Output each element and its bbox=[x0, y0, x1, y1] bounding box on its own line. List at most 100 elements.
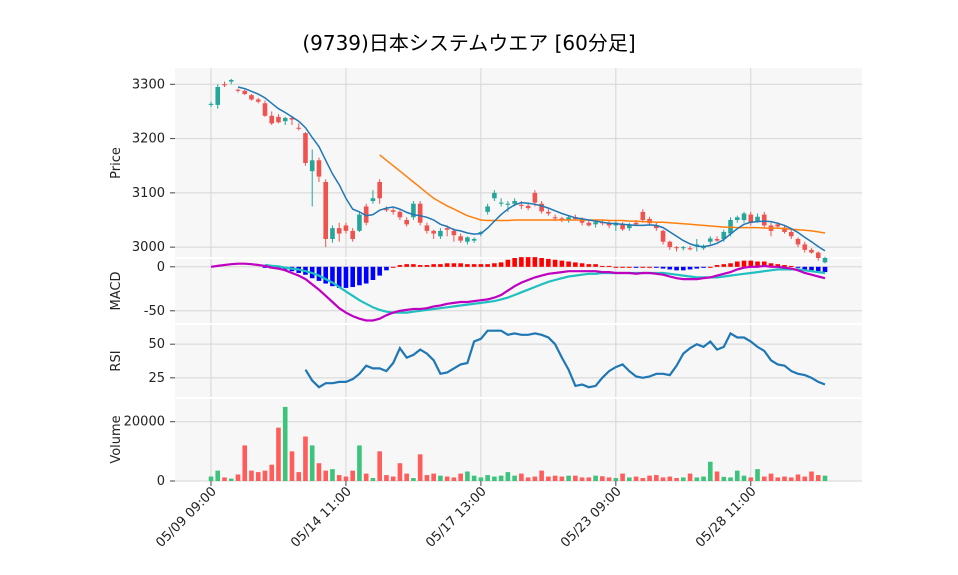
chart-title: (9739)日本システムウエア [60分足] bbox=[302, 31, 635, 55]
candle-body bbox=[802, 244, 808, 250]
macd-histogram-bar bbox=[775, 264, 781, 267]
x-tick-label: 05/23 09:00 bbox=[558, 484, 625, 551]
volume-bar bbox=[309, 445, 315, 481]
ma-long-line bbox=[379, 154, 826, 234]
candle-body bbox=[687, 248, 693, 250]
macd-histogram-bar bbox=[411, 264, 416, 267]
candle-body bbox=[755, 216, 760, 222]
macd-histogram-bar bbox=[343, 266, 349, 288]
volume-bar bbox=[701, 476, 706, 481]
candle-body bbox=[809, 249, 814, 253]
volume-bar bbox=[694, 477, 700, 481]
volume-bar bbox=[498, 475, 504, 481]
macd-histogram-bar bbox=[417, 265, 423, 267]
macd-histogram-bar bbox=[465, 264, 470, 267]
macd-histogram-bar bbox=[485, 264, 490, 267]
candle-body bbox=[411, 203, 416, 218]
macd-histogram-bar bbox=[707, 266, 713, 268]
volume-bar bbox=[465, 471, 470, 481]
macd-histogram-bar bbox=[404, 264, 409, 267]
volume-bar bbox=[687, 473, 693, 481]
volume-bar bbox=[546, 476, 551, 481]
candle-body bbox=[215, 87, 221, 105]
volume-bar bbox=[330, 469, 335, 481]
macd-histogram-bar bbox=[728, 263, 733, 267]
ma-short-line bbox=[237, 86, 826, 252]
candle-body bbox=[262, 103, 268, 116]
candle-body bbox=[532, 192, 538, 203]
macd-histogram-bar bbox=[721, 264, 727, 267]
volume-bar bbox=[559, 476, 565, 481]
candle-body bbox=[579, 218, 585, 223]
candle-body bbox=[620, 224, 625, 230]
candle-body bbox=[546, 211, 551, 214]
volume-bar bbox=[215, 470, 221, 481]
macd-histogram-bar bbox=[377, 266, 382, 276]
price-axis-label: Price bbox=[109, 147, 124, 179]
volume-bar bbox=[667, 476, 673, 481]
candle-body bbox=[761, 214, 767, 226]
macd-histogram-bar bbox=[593, 264, 598, 267]
candle-body bbox=[390, 210, 396, 212]
macd-histogram-bar bbox=[471, 264, 477, 267]
volume-bar bbox=[707, 461, 713, 481]
volume-bar bbox=[532, 476, 538, 481]
macd-histogram-bar bbox=[620, 266, 625, 268]
candle-body bbox=[222, 84, 227, 86]
volume-bar bbox=[249, 470, 254, 481]
candle-body bbox=[336, 228, 342, 234]
candle-body bbox=[640, 211, 646, 220]
rsi-tick-label: 50 bbox=[148, 337, 165, 352]
candle-body bbox=[498, 202, 504, 204]
macd-histogram-bar bbox=[438, 264, 443, 267]
macd-histogram-bar bbox=[782, 265, 787, 267]
macd-histogram-bar bbox=[613, 266, 619, 268]
candle-body bbox=[633, 222, 639, 225]
macd-histogram-bar bbox=[424, 265, 430, 267]
candle-body bbox=[492, 192, 497, 199]
candle-body bbox=[424, 225, 430, 231]
volume-bar bbox=[633, 476, 639, 481]
candle-body bbox=[377, 182, 382, 199]
volume-bar bbox=[788, 477, 794, 481]
volume-bar bbox=[721, 476, 727, 481]
volume-bar bbox=[255, 472, 261, 481]
candle-body bbox=[525, 205, 531, 209]
macd-histogram-bar bbox=[606, 265, 612, 267]
candle-body bbox=[296, 127, 302, 129]
x-tick-label: 05/17 13:00 bbox=[423, 484, 490, 551]
candle-body bbox=[330, 228, 335, 239]
candle-body bbox=[627, 224, 632, 229]
volume-bar bbox=[728, 477, 733, 481]
candle-body bbox=[748, 214, 754, 223]
macd-histogram-bar bbox=[714, 265, 720, 267]
macd-histogram-bar bbox=[734, 261, 740, 267]
candle-body bbox=[417, 203, 423, 223]
volume-bar bbox=[438, 475, 443, 481]
price-panel-bg bbox=[175, 68, 862, 258]
macd-histogram-bar bbox=[741, 260, 747, 267]
macd-histogram-bar bbox=[559, 260, 565, 267]
volume-bar bbox=[640, 478, 646, 481]
candle-body bbox=[309, 160, 315, 172]
macd-histogram-bar bbox=[498, 262, 504, 267]
macd-histogram-bar bbox=[363, 266, 369, 284]
candle-body bbox=[566, 217, 571, 220]
candle-body bbox=[586, 222, 592, 226]
candle-body bbox=[242, 90, 248, 95]
macd-histogram-bar bbox=[579, 263, 585, 267]
macd-histogram-bar bbox=[316, 266, 322, 281]
volume-bar bbox=[384, 475, 389, 481]
volume-bar bbox=[323, 470, 329, 481]
macd-histogram-bar bbox=[687, 266, 693, 270]
volume-bar bbox=[296, 472, 302, 481]
macd-histogram-bar bbox=[397, 265, 403, 267]
macd-axis-label: MACD bbox=[109, 272, 124, 311]
candle-body bbox=[289, 117, 295, 120]
volume-bar bbox=[620, 473, 625, 481]
candle-body bbox=[228, 79, 234, 82]
macd-histogram-bar bbox=[694, 266, 700, 269]
candle-body bbox=[721, 231, 727, 239]
macd-histogram-bar bbox=[505, 259, 511, 267]
macd-histogram-bar bbox=[795, 266, 801, 268]
